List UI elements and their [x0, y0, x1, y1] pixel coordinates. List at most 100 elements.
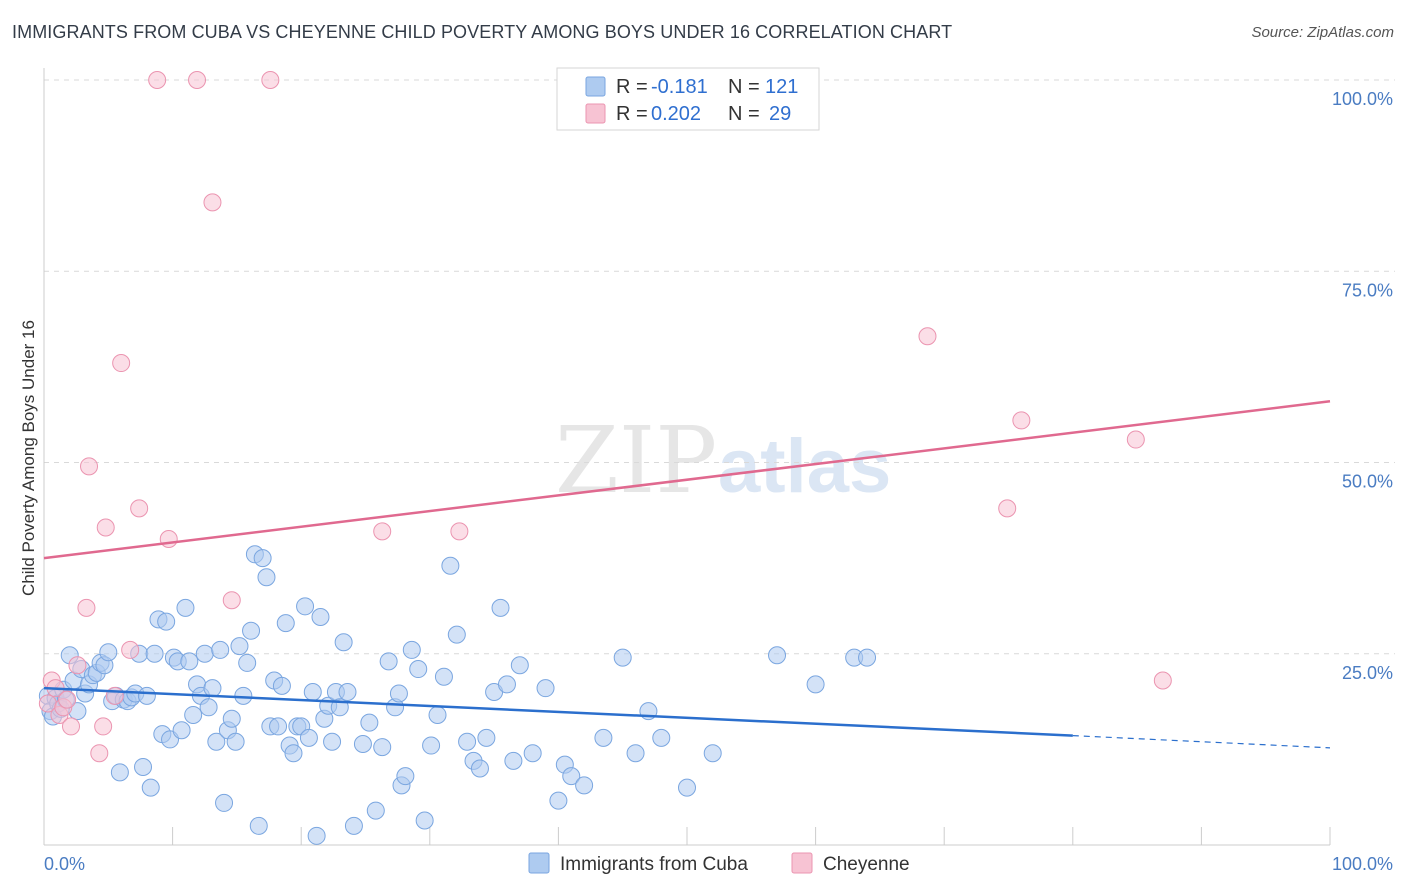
- trend-line-cuba: [43, 686, 1073, 737]
- data-point: [276, 614, 295, 633]
- y-axis-title: Child Poverty Among Boys Under 16: [19, 320, 38, 596]
- data-point: [137, 686, 156, 705]
- bottom-legend-label-cheyenne: Cheyenne: [823, 854, 910, 875]
- data-point: [311, 608, 330, 627]
- data-point: [134, 757, 153, 776]
- data-point: [504, 751, 523, 770]
- data-point: [652, 728, 671, 747]
- data-point: [613, 648, 632, 667]
- data-point: [94, 717, 113, 736]
- data-point: [211, 640, 230, 659]
- data-point: [296, 597, 315, 616]
- data-point: [409, 660, 428, 679]
- data-point: [253, 549, 272, 568]
- data-point: [497, 675, 516, 694]
- data-point: [188, 71, 207, 89]
- data-point: [373, 738, 392, 757]
- data-point: [323, 732, 342, 751]
- data-point: [523, 744, 542, 763]
- data-point: [145, 644, 164, 663]
- data-point: [491, 598, 510, 617]
- series-cheyenne: [38, 71, 1172, 763]
- data-point: [678, 778, 696, 797]
- data-point: [441, 556, 460, 575]
- trend-line-cuba-extension: [1072, 735, 1331, 749]
- data-point: [562, 767, 581, 786]
- data-point: [203, 679, 222, 698]
- data-point: [121, 640, 140, 659]
- data-point: [261, 71, 280, 89]
- data-point: [112, 354, 131, 373]
- x-tick-label: 0.0%: [44, 854, 85, 874]
- watermark: ZIP atlas: [555, 407, 891, 514]
- data-point: [299, 728, 318, 747]
- data-point: [199, 698, 218, 717]
- legend-r-label: R =: [616, 103, 648, 125]
- y-tick-labels: 25.0% 50.0% 75.0% 100.0%: [1332, 89, 1393, 683]
- data-point: [62, 717, 81, 736]
- grid-lines: [44, 79, 1395, 655]
- data-point: [110, 763, 129, 782]
- data-point: [510, 656, 529, 675]
- data-point: [470, 759, 489, 778]
- data-point: [226, 732, 245, 751]
- data-point: [450, 522, 469, 541]
- data-point: [230, 637, 249, 656]
- data-point: [307, 826, 326, 845]
- data-point: [768, 646, 787, 665]
- data-point: [195, 644, 214, 663]
- data-point: [379, 652, 398, 671]
- data-point: [269, 717, 288, 736]
- data-point: [594, 728, 613, 747]
- data-point: [203, 193, 222, 212]
- data-point: [806, 675, 825, 694]
- data-point: [415, 811, 434, 830]
- data-point: [215, 793, 234, 812]
- legend-swatch-blue: [585, 76, 606, 97]
- data-point: [77, 598, 96, 617]
- data-point: [918, 327, 937, 346]
- data-point: [353, 735, 372, 754]
- data-point: [998, 499, 1017, 518]
- trend-lines: [43, 400, 1331, 749]
- data-point: [703, 744, 722, 763]
- data-point: [389, 684, 408, 703]
- y-tick-label: 25.0%: [1342, 663, 1393, 683]
- bottom-legend: Immigrants from Cuba Cheyenne: [528, 852, 910, 875]
- y-tick-label: 75.0%: [1342, 280, 1393, 300]
- data-point: [284, 744, 303, 763]
- legend-r-value: -0.181: [651, 76, 708, 98]
- legend-swatch-pink: [585, 103, 606, 124]
- data-point: [428, 705, 447, 724]
- legend-n-value: 29: [769, 103, 791, 125]
- data-point: [141, 778, 160, 797]
- legend-n-value: 121: [765, 76, 798, 98]
- data-point: [184, 705, 203, 724]
- data-point: [422, 736, 441, 755]
- data-point: [234, 686, 253, 705]
- y-tick-label: 100.0%: [1332, 89, 1393, 109]
- y-tick-label: 50.0%: [1342, 472, 1393, 492]
- x-tick-label: 100.0%: [1332, 854, 1393, 874]
- bottom-legend-swatch-pink: [791, 852, 813, 874]
- data-point: [157, 612, 176, 631]
- data-point: [257, 568, 276, 587]
- legend: R = -0.181 N = 121 R = 0.202 N = 29: [556, 67, 820, 131]
- data-point: [130, 499, 149, 518]
- data-point: [96, 518, 115, 537]
- data-point: [360, 713, 379, 732]
- data-point: [222, 709, 241, 728]
- source-credit: Source: ZipAtlas.com: [1251, 24, 1394, 41]
- data-point: [176, 598, 195, 617]
- data-point: [373, 522, 392, 541]
- data-point: [396, 767, 415, 786]
- x-tick-labels: 0.0% 100.0%: [44, 854, 1393, 874]
- bottom-legend-swatch-blue: [528, 852, 550, 874]
- data-point: [238, 653, 257, 672]
- data-point: [303, 683, 322, 701]
- series-immigrants-from-cuba: [38, 545, 877, 845]
- trend-line-cheyenne: [43, 400, 1331, 560]
- legend-r-value: 0.202: [651, 103, 701, 125]
- data-point: [99, 643, 118, 662]
- data-point: [447, 625, 466, 644]
